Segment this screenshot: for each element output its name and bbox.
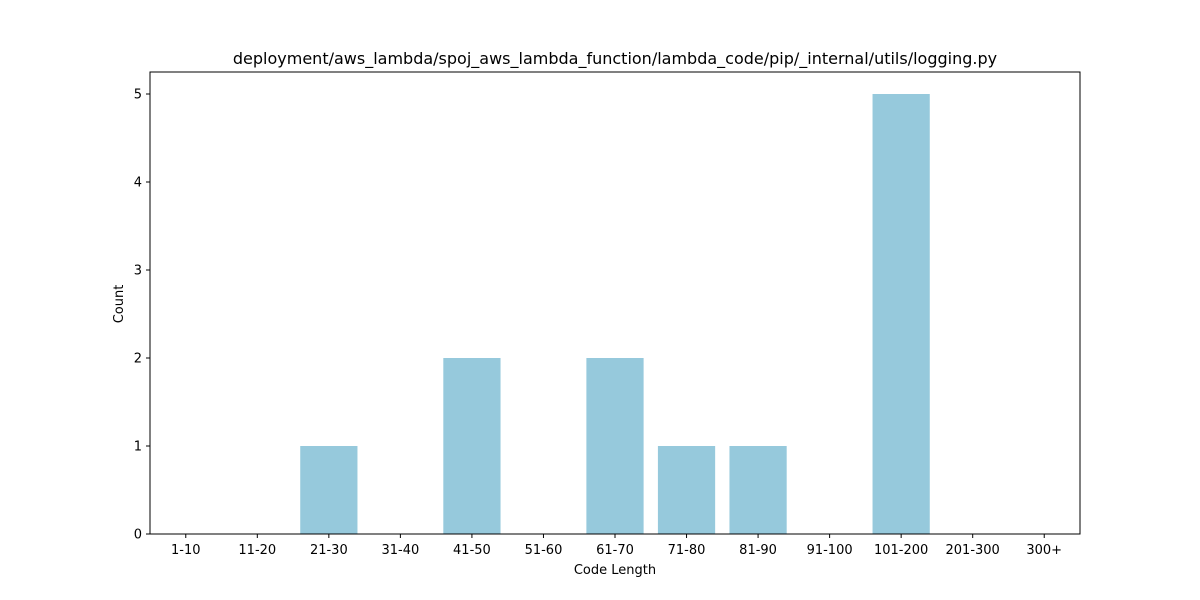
x-tick-label: 1-10: [171, 543, 201, 558]
y-tick-label: 4: [134, 176, 142, 191]
x-tick-label: 11-20: [238, 543, 276, 558]
x-tick-label: 71-80: [668, 543, 706, 558]
x-tick-label: 300+: [1026, 543, 1062, 558]
x-tick-label: 101-200: [874, 543, 928, 558]
y-tick-label: 0: [134, 528, 142, 543]
bar-101-200: [872, 94, 930, 534]
plot-area: 1-10 11-20 21-30 31-40 41-50 51-60 61-70 71-80 8…: [134, 71, 1081, 558]
x-axis-label: Code Length: [574, 563, 656, 578]
x-tick-label: 81-90: [739, 543, 777, 558]
y-tick-label: 3: [134, 264, 142, 279]
x-tick-label: 21-30: [310, 543, 348, 558]
x-tick-label: 61-70: [596, 543, 634, 558]
bar-21-30: [300, 446, 358, 534]
bar-41-50: [443, 358, 501, 534]
y-axis-label: Count: [112, 285, 127, 324]
bar-81-90: [729, 446, 787, 534]
y-tick-label: 1: [134, 440, 142, 455]
x-tick-label: 91-100: [807, 543, 853, 558]
bar-71-80: [657, 446, 716, 534]
x-tick-label: 51-60: [525, 543, 563, 558]
y-tick-label: 2: [134, 352, 142, 367]
x-tick-label: 201-300: [946, 543, 1000, 558]
x-tick-label: 41-50: [453, 543, 491, 558]
bar-61-70: [586, 358, 644, 534]
chart-title: deployment/aws_lambda/spoj_aws_lambda_fu…: [233, 49, 997, 69]
y-tick-label: 5: [134, 88, 142, 103]
x-tick-label: 31-40: [381, 543, 419, 558]
